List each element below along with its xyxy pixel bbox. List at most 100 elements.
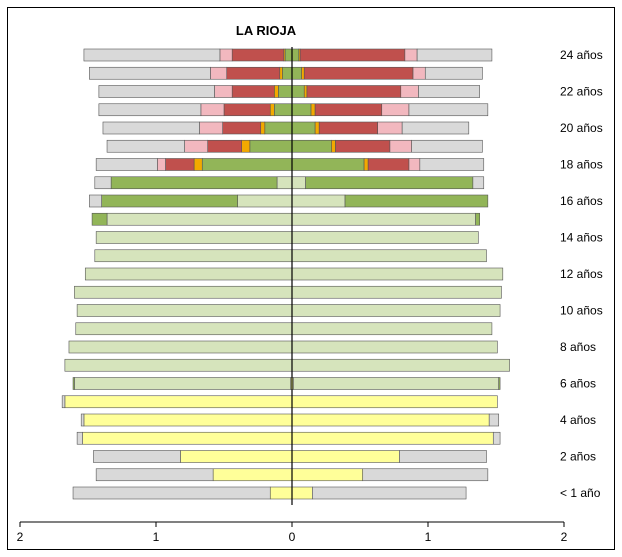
bar-right-secondary-row-18 bbox=[291, 158, 365, 171]
bar-left-other-row-20 bbox=[102, 121, 200, 135]
bar-left-primary-row-13 bbox=[94, 249, 293, 263]
bar-right-other-row-24 bbox=[416, 48, 493, 62]
bar-right-postgrad-row-24 bbox=[404, 48, 418, 62]
bar-right-vocational-row-19 bbox=[331, 139, 336, 153]
bar-right-primary-row-11 bbox=[291, 285, 502, 299]
bar-right-postgrad-row-19 bbox=[389, 139, 412, 153]
y-tick-label: 4 años bbox=[560, 413, 596, 427]
bar-right-postgrad-row-22 bbox=[400, 85, 419, 98]
chart-title: LA RIOJA bbox=[236, 23, 297, 38]
bar-right-postgrad-row-21 bbox=[381, 103, 410, 117]
bar-left-postgrad-row-22 bbox=[214, 85, 233, 98]
bar-left-other-row-3 bbox=[76, 431, 83, 445]
bar-left-secondary-row-22 bbox=[278, 85, 293, 98]
bar-left-other-row-5 bbox=[61, 395, 66, 409]
bar-left-secondary-row-23 bbox=[282, 66, 293, 80]
bar-left-secondary-row-15 bbox=[91, 212, 108, 226]
bar-right-primary-row-14 bbox=[291, 231, 479, 244]
bar-left-postgrad-row-18 bbox=[157, 158, 166, 171]
bar-right-secondary-row-20 bbox=[291, 121, 316, 135]
bar-left-university-row-22 bbox=[231, 85, 275, 98]
bar-right-postgrad-row-23 bbox=[412, 66, 426, 80]
bar-left-other-row-23 bbox=[89, 66, 211, 80]
y-tick-label: 6 años bbox=[560, 377, 596, 391]
bar-left-university-row-23 bbox=[226, 66, 281, 80]
y-tick-label: 16 años bbox=[560, 194, 603, 208]
bar-left-other-row-16 bbox=[89, 194, 102, 208]
bar-right-secondary-row-16 bbox=[344, 194, 489, 208]
bar-right-secondary-row-15 bbox=[475, 212, 480, 226]
bar-left-primary-row-9 bbox=[75, 322, 293, 336]
bar-right-vocational-row-20 bbox=[314, 121, 320, 135]
bar-right-university-row-19 bbox=[335, 139, 391, 153]
bar-right-primary-row-16 bbox=[291, 194, 346, 208]
bar-left-postgrad-row-19 bbox=[184, 139, 208, 153]
bar-left-postgrad-row-24 bbox=[219, 48, 233, 62]
chart-frame: LA RIOJA 2 1 0 1 2 < 1 año 2 años 4 años 6 años… bbox=[7, 7, 615, 550]
bar-right-secondary-row-6 bbox=[498, 377, 501, 390]
bar-left-other-row-17 bbox=[94, 176, 112, 190]
bar-left-university-row-21 bbox=[223, 103, 271, 117]
bar-right-primary-row-10 bbox=[291, 304, 501, 317]
bar-left-vocational-row-20 bbox=[260, 121, 266, 135]
bar-left-other-row-2 bbox=[93, 450, 181, 463]
bar-left-vocational-row-21 bbox=[269, 103, 275, 117]
bar-right-infant-row-4 bbox=[291, 413, 490, 427]
y-tick-label: 12 años bbox=[560, 267, 603, 281]
bar-right-other-row-23 bbox=[424, 66, 483, 80]
y-tick-label: 8 años bbox=[560, 340, 596, 354]
bar-right-other-row-0 bbox=[312, 486, 467, 500]
y-tick-label: 20 años bbox=[560, 121, 603, 135]
bar-left-other-row-0 bbox=[72, 486, 271, 500]
bar-right-vocational-row-23 bbox=[301, 66, 305, 80]
bar-left-secondary-row-17 bbox=[110, 176, 278, 190]
bar-right-postgrad-row-18 bbox=[408, 158, 421, 171]
bar-left-university-row-19 bbox=[207, 139, 242, 153]
bar-left-infant-row-1 bbox=[212, 468, 293, 482]
bar-right-postgrad-row-20 bbox=[377, 121, 403, 135]
bar-right-other-row-20 bbox=[401, 121, 470, 135]
bar-left-university-row-20 bbox=[222, 121, 262, 135]
bar-left-secondary-row-24 bbox=[284, 48, 293, 62]
bar-left-infant-row-3 bbox=[82, 431, 293, 445]
bar-left-university-row-18 bbox=[165, 158, 195, 171]
bar-right-university-row-20 bbox=[318, 121, 378, 135]
bar-left-secondary-row-20 bbox=[264, 121, 293, 135]
bar-right-secondary-row-21 bbox=[291, 103, 312, 117]
x-tick-label: 0 bbox=[289, 530, 296, 544]
bar-left-primary-row-14 bbox=[95, 231, 293, 244]
bar-left-other-row-18 bbox=[95, 158, 158, 171]
bar-left-primary-row-12 bbox=[84, 267, 293, 281]
bar-right-primary-row-6 bbox=[293, 377, 500, 390]
bar-left-infant-row-2 bbox=[180, 450, 293, 463]
bar-right-infant-row-2 bbox=[291, 450, 400, 463]
x-tick-label: 2 bbox=[561, 530, 568, 544]
bar-right-university-row-24 bbox=[299, 48, 406, 62]
y-tick-labels: < 1 año 2 años 4 años 6 años 8 años 10 años 12… bbox=[560, 48, 603, 500]
bar-left-vocational-row-19 bbox=[241, 139, 251, 153]
bar-left-secondary-row-6 bbox=[72, 377, 75, 390]
y-tick-label: 22 años bbox=[560, 85, 603, 99]
bar-left-primary-row-10 bbox=[76, 304, 293, 317]
bar-right-other-row-3 bbox=[492, 431, 501, 445]
bar-right-infant-row-3 bbox=[291, 431, 494, 445]
bar-left-primary-row-7 bbox=[64, 358, 293, 372]
bar-left-primary-row-15 bbox=[106, 212, 293, 226]
population-pyramid-chart: LA RIOJA 2 1 0 1 2 < 1 año 2 años 4 años 6 años… bbox=[17, 23, 603, 544]
y-tick-label: 24 años bbox=[560, 48, 603, 62]
x-tick-label: 1 bbox=[425, 530, 432, 544]
y-tick-label: 2 años bbox=[560, 450, 596, 464]
bar-left-secondary-row-18 bbox=[201, 158, 293, 171]
bar-right-primary-row-7 bbox=[291, 358, 510, 372]
bar-right-secondary-row-22 bbox=[291, 85, 305, 98]
bar-left-postgrad-row-23 bbox=[210, 66, 228, 80]
bar-right-other-row-1 bbox=[362, 468, 489, 482]
x-tick-label: 1 bbox=[153, 530, 160, 544]
bar-right-other-row-2 bbox=[399, 450, 487, 463]
bar-left-vocational-row-18 bbox=[193, 158, 203, 171]
bar-left-postgrad-row-21 bbox=[200, 103, 225, 117]
bar-left-infant-row-0 bbox=[269, 486, 293, 500]
bar-left-other-row-21 bbox=[98, 103, 202, 117]
y-tick-label: 18 años bbox=[560, 158, 603, 172]
bar-right-primary-row-9 bbox=[291, 322, 493, 336]
